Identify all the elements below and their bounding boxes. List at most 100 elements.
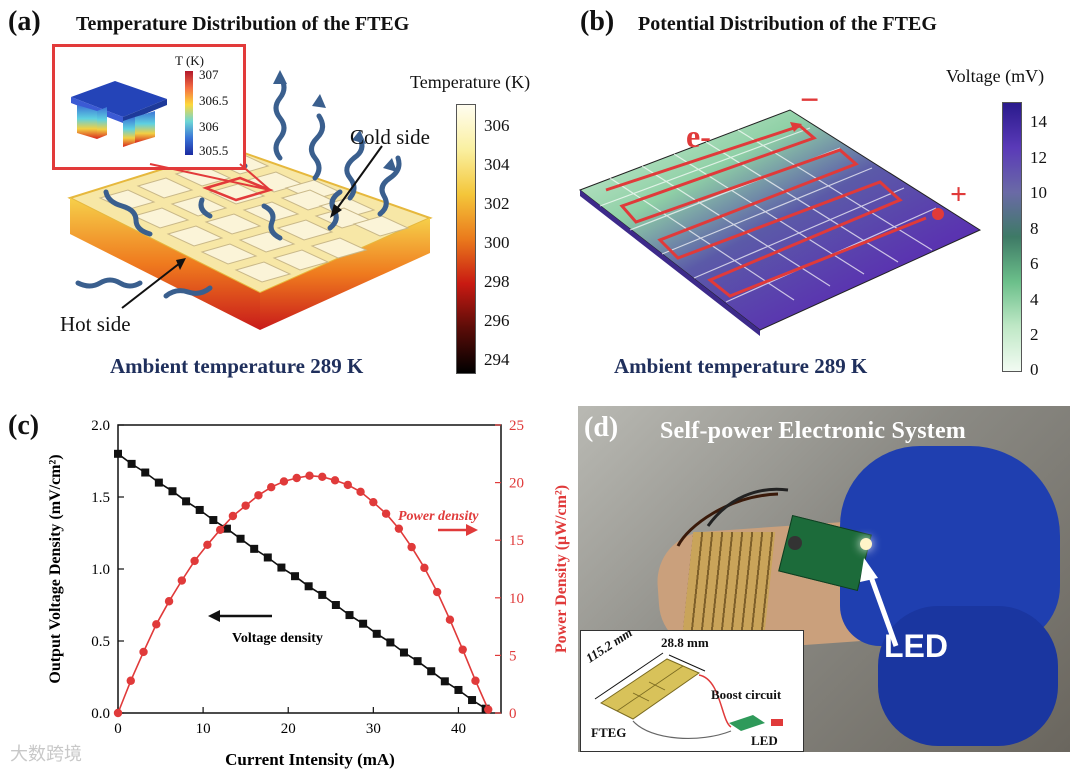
power-point: [369, 497, 378, 507]
volt-tick-14: 14: [1030, 112, 1047, 131]
voltage-colorbar-title: Voltage (mV): [946, 66, 1045, 86]
y-left-axis-ticks: 0.0 0.5 1.0 1.5 2.0: [91, 418, 124, 722]
voltage-point: [454, 685, 463, 694]
voltage-point: [427, 667, 436, 676]
watermark: 大数跨境: [10, 744, 82, 765]
power-point: [190, 556, 199, 566]
x-tick-label: 20: [281, 721, 296, 737]
negative-terminal: −: [800, 82, 820, 119]
inset-tick-306: 306: [199, 119, 219, 134]
temp-tick-304: 304: [484, 155, 510, 174]
y-left-tick-label: 0.5: [91, 634, 110, 650]
voltage-point: [168, 487, 177, 496]
y-right-tick-label: 20: [509, 476, 524, 492]
voltage-point: [277, 563, 286, 572]
voltage-point: [127, 459, 136, 468]
inset-width-label: 28.8 mm: [661, 635, 709, 650]
voltage-point: [399, 648, 408, 657]
temp-tick-306: 306: [484, 116, 510, 135]
voltage-point: [304, 582, 313, 591]
y-left-tick-label: 2.0: [91, 418, 110, 434]
power-point: [292, 473, 301, 483]
led-callout-label: LED: [884, 628, 948, 664]
inset-unit-model: [71, 81, 167, 147]
power-point: [394, 524, 404, 533]
x-tick-label: 30: [366, 721, 381, 737]
x-tick-label: 40: [451, 721, 466, 737]
panel-b-title: Potential Distribution of the FTEG: [638, 13, 937, 35]
voltage-point: [386, 638, 395, 647]
temp-tick-300: 300: [484, 233, 510, 252]
system-schematic-inset: 115.2 mm 28.8 mm Boost circuit FTEG LED: [580, 625, 804, 752]
photo-overlay: [676, 487, 899, 647]
voltage-series: [114, 449, 490, 713]
voltage-point: [222, 524, 231, 533]
volt-tick-4: 4: [1030, 290, 1039, 309]
power-point: [177, 576, 187, 585]
volt-tick-12: 12: [1030, 148, 1047, 167]
y-right-tick-label: 0: [509, 706, 517, 722]
voltage-colorbar: [1002, 102, 1022, 372]
inset-tick-305-5: 305.5: [199, 143, 229, 158]
power-point: [420, 563, 429, 573]
voltage-point: [359, 619, 368, 628]
temperature-inset: T (K) 307 306.5 306 305.5: [52, 44, 246, 170]
inset-boost-label: Boost circuit: [711, 687, 782, 702]
glove-lower: [878, 606, 1058, 746]
temp-tick-294: 294: [484, 350, 510, 369]
inset-led-label: LED: [751, 733, 778, 748]
panel-d-label: (d): [584, 412, 619, 443]
y-left-axis-label: Output Voltage Density (mV/cm²): [47, 454, 64, 683]
inset-colorbar: [185, 71, 193, 155]
y-right-axis-ticks: 0 5 10 15 20 25: [495, 418, 524, 722]
voltage-point: [250, 544, 259, 553]
panel-b-label: (b): [580, 6, 615, 37]
y-left-tick-label: 1.0: [91, 562, 110, 578]
hot-side-right: [260, 218, 430, 330]
temp-tick-298: 298: [484, 272, 510, 291]
voltage-line: [117, 453, 487, 710]
voltage-point: [291, 572, 300, 581]
pcb-component: [788, 536, 802, 550]
y-right-tick-label: 25: [509, 418, 524, 434]
volt-tick-0: 0: [1030, 360, 1039, 379]
voltage-point: [154, 478, 163, 487]
y-left-tick-label: 1.5: [91, 490, 110, 506]
power-point: [381, 509, 391, 518]
panel-a-ambient-label: Ambient temperature 289 K: [110, 354, 364, 378]
voltage-point: [114, 449, 122, 458]
x-axis-ticks: 0 10 20 30 40: [114, 707, 466, 737]
temp-tick-302: 302: [484, 194, 510, 213]
temperature-colorbar-title: Temperature (K): [410, 72, 531, 92]
power-point: [356, 487, 365, 497]
power-series: [113, 471, 493, 718]
voltage-point: [331, 601, 340, 609]
power-point: [113, 708, 123, 718]
power-point: [458, 645, 467, 654]
hot-side-front: [70, 198, 260, 330]
temperature-colorbar: [456, 104, 476, 374]
cold-side-label: Cold side: [350, 125, 430, 149]
power-point: [241, 501, 250, 510]
voltage-point: [372, 629, 381, 638]
y-right-tick-label: 15: [509, 533, 524, 549]
power-point: [215, 525, 225, 535]
schematic-drawing: [594, 652, 783, 739]
y-right-tick-label: 5: [509, 648, 517, 664]
voltage-annotation-arrowhead: [208, 610, 220, 622]
voltage-density-annotation: Voltage density: [232, 631, 323, 646]
x-tick-label: 0: [114, 721, 122, 737]
voltage-point: [182, 497, 191, 506]
panel-a-title: Temperature Distribution of the FTEG: [76, 13, 410, 35]
volt-tick-10: 10: [1030, 183, 1047, 202]
voltage-point: [209, 516, 218, 525]
power-point: [318, 472, 327, 482]
iv-power-chart: 0 10 20 30 40 0.0 0.5 1.0 1.5 2.0 0 5 10 15 20 25 Cur…: [47, 418, 570, 769]
power-annotation-arrowhead: [466, 524, 478, 536]
power-density-annotation: Power density: [398, 509, 479, 524]
inset-fteg-label: FTEG: [591, 725, 627, 740]
voltage-point: [440, 677, 449, 686]
voltage-point: [236, 534, 245, 543]
panel-b-ambient-label: Ambient temperature 289 K: [614, 354, 868, 378]
positive-terminal: +: [950, 178, 968, 211]
